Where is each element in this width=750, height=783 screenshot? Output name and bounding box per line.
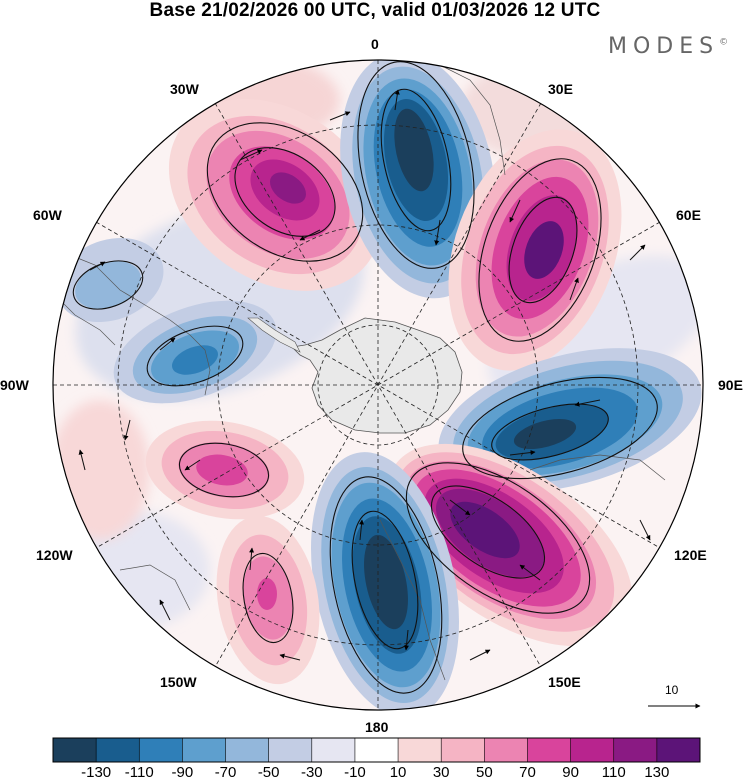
positive-anomaly-30w [168, 99, 382, 291]
positive-anomaly-100w [53, 400, 150, 540]
colorbar-tick-label: 110 [601, 764, 626, 781]
colorbar-tick-label: -10 [344, 764, 366, 781]
antarctica-landmass [291, 317, 463, 434]
colorbar-swatch [398, 738, 442, 762]
lon-label-150w: 150W [160, 674, 197, 690]
lon-label-150e: 150E [548, 674, 581, 690]
colorbar-tick-label: -30 [300, 764, 323, 781]
lon-label-30e: 30E [548, 81, 573, 97]
wind-vectors [78, 89, 651, 661]
colorbar-swatch [354, 738, 399, 762]
colorbar-swatch [96, 738, 140, 762]
colorbar-tick-label: 30 [432, 764, 450, 781]
colorbar-tick-label: -110 [124, 764, 154, 781]
colorbar-tick-label: -50 [257, 764, 280, 781]
lon-label-0: 0 [371, 36, 379, 52]
lon-label-120e: 120E [674, 547, 707, 563]
colorbar-tick-label: -130 [81, 764, 112, 781]
lon-label-180: 180 [365, 719, 389, 735]
colorbar-swatch [441, 738, 485, 762]
colorbar [52, 737, 701, 763]
brand-text: MODES [608, 34, 720, 59]
reference-vector-label: 10 [665, 683, 679, 697]
map-boundary [52, 59, 704, 711]
colorbar-swatch [656, 738, 701, 762]
colorbar-swatch [53, 738, 97, 762]
lon-label-60e: 60E [676, 207, 701, 223]
positive-anomaly-45e [448, 129, 622, 371]
antarctic-peninsula [247, 317, 301, 353]
colorbar-swatch [484, 738, 528, 762]
colorbar-swatch [182, 738, 227, 762]
colorbar-frame [52, 737, 701, 763]
colorbar-swatch [527, 738, 572, 762]
lon-label-30w: 30W [170, 81, 199, 97]
colorbar-tick-label: -70 [214, 764, 237, 781]
colorbar-swatch [311, 738, 356, 762]
map-title: Base 21/02/2026 00 UTC, valid 01/03/2026… [149, 0, 601, 21]
colorbar-tick-label: 70 [519, 764, 536, 781]
colorbar-swatch [570, 738, 615, 762]
colorbar-tick-label: -90 [171, 764, 194, 781]
wind-streamlines [72, 61, 658, 694]
colorbar-swatch [268, 738, 313, 762]
modes-logo: MODES© [608, 34, 728, 59]
colorbar-tick-label: 90 [562, 764, 579, 781]
colorbar-tick-label: 130 [644, 764, 670, 781]
lon-label-60w: 60W [33, 207, 62, 223]
colorbar-swatch [613, 738, 658, 762]
colorbar-swatch [225, 738, 270, 762]
negative-anomaly-180 [310, 452, 460, 710]
anomaly-field [53, 60, 703, 710]
negative-anomaly-80w [113, 300, 277, 404]
graticule [53, 60, 703, 710]
lon-label-90w: 90W [0, 377, 29, 393]
lon-label-90e: 90E [718, 377, 743, 393]
colorbar-tick-label: 10 [389, 764, 407, 781]
colorbar-swatch [139, 738, 183, 762]
brand-mark: © [719, 37, 729, 48]
lon-label-120w: 120W [36, 547, 73, 563]
colorbar-tick-label: 50 [475, 764, 493, 781]
